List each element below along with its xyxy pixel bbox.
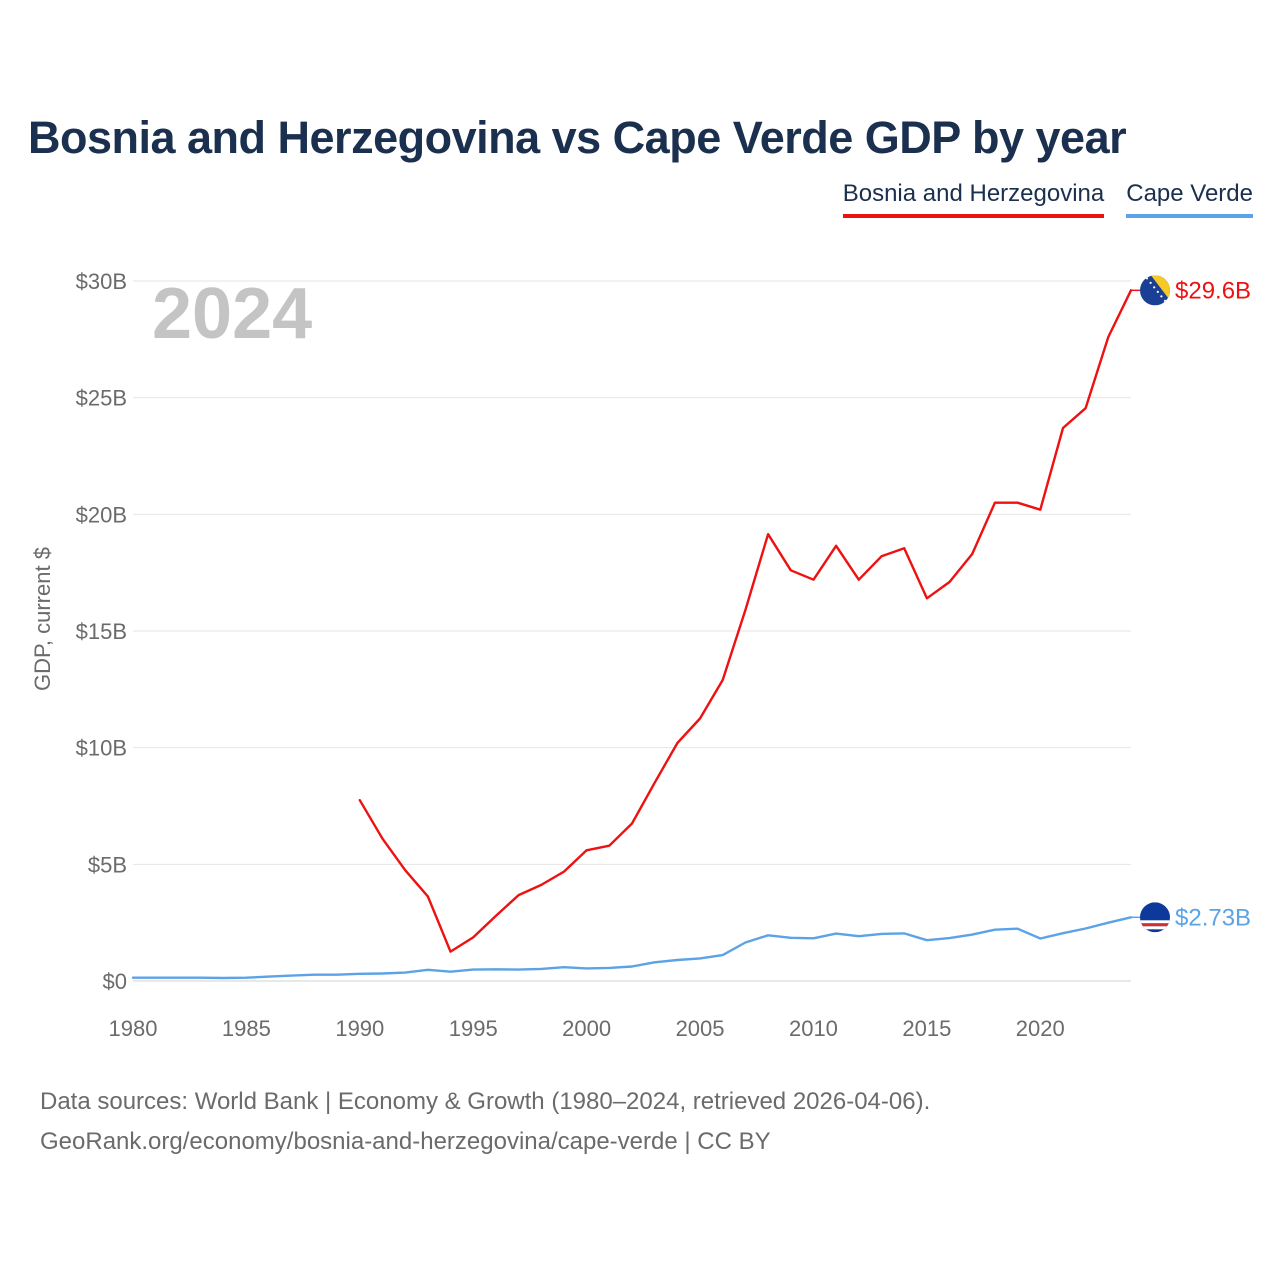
flag-body: [1140, 275, 1170, 306]
flag-star: [1160, 295, 1163, 298]
x-tick-label-2000: 2000: [562, 1016, 611, 1041]
flag-bosnia-and-herzegovina-icon: [1140, 275, 1170, 306]
y-axis-label: GDP, current $: [30, 547, 55, 691]
y-tick-label-15: $15B: [76, 619, 127, 644]
x-tick-label-2020: 2020: [1016, 1016, 1065, 1041]
footer-url[interactable]: GeoRank.org/economy/bosnia-and-herzegovi…: [40, 1128, 771, 1155]
flag-body: [1140, 902, 1170, 933]
y-tick-label-0: $0: [103, 969, 127, 994]
year-watermark: 2024: [152, 274, 312, 354]
x-tick-label-1980: 1980: [109, 1016, 158, 1041]
legend: Bosnia and Herzegovina Cape Verde: [842, 180, 1253, 218]
flag-star: [1156, 290, 1159, 293]
y-tick-label-20: $20B: [76, 502, 127, 527]
x-tick-label-2015: 2015: [902, 1016, 951, 1041]
x-tick-label-1995: 1995: [449, 1016, 498, 1041]
x-tick-label-2005: 2005: [676, 1016, 725, 1041]
x-tick-label-1990: 1990: [335, 1016, 384, 1041]
end-value-label-cape-verde: $2.73B: [1175, 904, 1251, 931]
y-tick-label-30: $30B: [76, 269, 127, 294]
flag-star: [1145, 277, 1149, 280]
series-line-cape-verde: [131, 916, 1133, 980]
x-tick-label-2010: 2010: [789, 1016, 838, 1041]
flag-cape-verde-icon: [1140, 902, 1170, 933]
flag-stripe-red: [1140, 923, 1170, 927]
y-tick-label-25: $25B: [76, 386, 127, 411]
flag-stripe-white: [1140, 920, 1170, 924]
end-value-label-bosnia-and-herzegovina: $29.6B: [1175, 277, 1251, 304]
legend-item-bosnia-and-herzegovina[interactable]: Bosnia and Herzegovina: [842, 180, 1105, 218]
flag-triangle: [1151, 275, 1170, 301]
flag-stripe-white-2: [1140, 926, 1170, 930]
flag-star: [1163, 299, 1167, 302]
chart-title: Bosnia and Herzegovina vs Cape Verde GDP…: [28, 112, 1127, 163]
series-line-bosnia-and-herzegovina: [358, 289, 1133, 953]
y-tick-label-10: $10B: [76, 736, 127, 761]
legend-item-cape-verde[interactable]: Cape Verde: [1126, 180, 1253, 218]
y-tick-label-5: $5B: [88, 852, 127, 877]
flag-star: [1149, 281, 1152, 284]
footer-sources: Data sources: World Bank | Economy & Gro…: [40, 1088, 931, 1115]
x-tick-label-1985: 1985: [222, 1016, 271, 1041]
flag-star: [1153, 286, 1156, 289]
footer: Data sources: World Bank | Economy & Gro…: [40, 1082, 930, 1162]
